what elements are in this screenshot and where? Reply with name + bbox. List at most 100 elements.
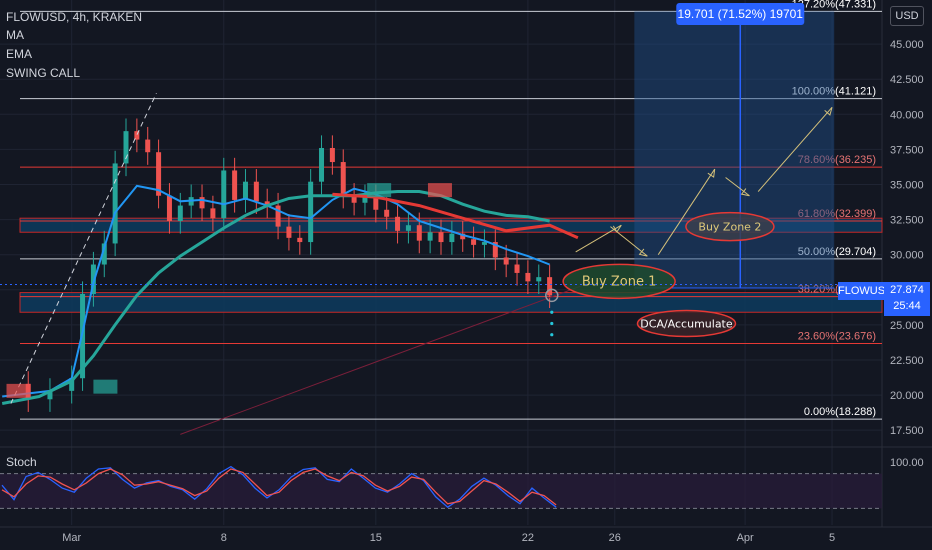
last-price-tag: 27.874 25:44 <box>884 282 930 316</box>
price-axis[interactable]: 17.50020.00022.50025.00027.50030.00032.5… <box>890 39 924 437</box>
candle-body <box>405 225 411 231</box>
candle-body <box>264 201 270 206</box>
candle-body <box>242 181 248 200</box>
signal-dot <box>550 333 554 337</box>
time-tick-label: Apr <box>737 532 754 544</box>
time-axis[interactable]: Mar 8 15 22 26 Apr 5 <box>62 532 835 544</box>
time-tick-label: 22 <box>522 532 534 544</box>
candle-body <box>145 139 151 153</box>
annotation-ellipse <box>636 309 737 338</box>
candle-body <box>362 197 368 203</box>
indicator-ma-label[interactable]: MA <box>6 28 24 42</box>
price-tick-label: 17.500 <box>890 425 924 437</box>
candle-body <box>340 162 346 196</box>
indicator-swing-call-label[interactable]: SWING CALL <box>6 66 81 80</box>
stoch-band <box>0 473 882 509</box>
candle-body <box>536 277 542 282</box>
measure-projection: 19.701 (71.52%) 19701 <box>634 3 835 289</box>
swing-call-box <box>427 183 452 198</box>
path-arrowhead <box>638 248 648 257</box>
time-tick-label: Mar <box>62 532 81 544</box>
price-marker <box>545 288 559 303</box>
fib-label: 50.00%(29.704) <box>798 246 876 258</box>
path-arrowhead <box>707 168 716 178</box>
candle-body <box>384 209 390 217</box>
stoch-tick-label: 100.00 <box>890 457 924 469</box>
candle-body <box>471 239 477 245</box>
candle-body <box>319 148 325 182</box>
candle-body <box>351 195 357 203</box>
candle-body <box>286 226 292 238</box>
path-arrow <box>757 106 833 192</box>
annotation-ellipse <box>562 263 676 300</box>
candle-body <box>416 225 422 241</box>
price-tick-label: 30.000 <box>890 250 924 262</box>
candle-body <box>253 181 259 202</box>
candle-body <box>134 131 140 140</box>
annotation-text: DCA/Accumulate <box>640 317 733 330</box>
time-tick-label: 8 <box>221 532 227 544</box>
candle-body <box>449 233 455 243</box>
currency-label: USD <box>895 10 919 22</box>
candle-body <box>438 232 444 243</box>
candle-body <box>90 264 96 294</box>
fib-label: 61.80%(32.399) <box>798 208 876 220</box>
price-tick-label: 37.500 <box>890 144 924 156</box>
price-tick-label: 32.500 <box>890 215 924 227</box>
candle-body <box>427 232 433 241</box>
price-tick-label: 25.000 <box>890 320 924 332</box>
fib-label: 127.20%(47.331) <box>792 0 876 10</box>
time-tick-label: 5 <box>829 532 835 544</box>
projection-box <box>634 11 835 288</box>
candle-body <box>69 378 75 391</box>
path-arrow <box>610 226 648 257</box>
candle-body <box>156 152 162 196</box>
projection-label-bg <box>676 3 805 25</box>
dashed-trendline <box>10 93 157 404</box>
candle-body <box>460 233 466 240</box>
candle-body <box>297 237 303 243</box>
candle-body <box>47 390 53 400</box>
annotation-text: Buy Zone 2 <box>698 221 761 234</box>
last-price-value: 27.874 <box>890 284 924 296</box>
price-tick-label: 20.000 <box>890 390 924 402</box>
swing-call-box <box>93 379 118 394</box>
candle-body <box>395 216 401 231</box>
candle-body <box>232 170 238 200</box>
path-arrowhead <box>824 107 833 116</box>
price-tick-label: 40.000 <box>890 109 924 121</box>
candle-body <box>112 163 118 244</box>
price-tick-label: 42.500 <box>890 74 924 86</box>
long-trendline <box>180 285 583 435</box>
path-arrow <box>657 168 716 255</box>
indicator-ema-label[interactable]: EMA <box>6 47 33 61</box>
candle-body <box>221 170 227 219</box>
projection-label: 19.701 (71.52%) 19701 <box>678 7 804 21</box>
annotation-text: Buy Zone 1 <box>582 274 656 289</box>
candle-body <box>525 272 531 282</box>
candle-body <box>308 181 314 243</box>
candle-body <box>547 277 553 296</box>
ma-line <box>1 190 550 405</box>
annotation-ellipse <box>685 211 775 242</box>
candle-body <box>503 257 509 265</box>
candle-body <box>210 208 216 219</box>
currency-button[interactable]: USD <box>890 6 924 26</box>
stoch-pane: 100.00 <box>0 457 924 509</box>
candle-body <box>492 242 498 258</box>
price-tick-label: 45.000 <box>890 39 924 51</box>
path-arrowhead <box>740 188 750 197</box>
path-arrow <box>725 177 750 197</box>
candle-body <box>481 242 487 245</box>
drawings-layer: Buy Zone 2 Buy Zone 1 DCA/Accumulate <box>0 93 882 435</box>
candle-body <box>275 205 281 227</box>
fib-label: 78.60%(36.235) <box>798 154 876 166</box>
stoch-label: Stoch <box>6 455 37 469</box>
fib-label: 0.00%(18.288) <box>804 406 876 418</box>
candle-body <box>177 205 183 221</box>
time-tick-label: 15 <box>370 532 382 544</box>
stoch-d-line <box>1 468 557 506</box>
swing-call-box <box>367 183 392 198</box>
candle-body <box>329 148 335 163</box>
